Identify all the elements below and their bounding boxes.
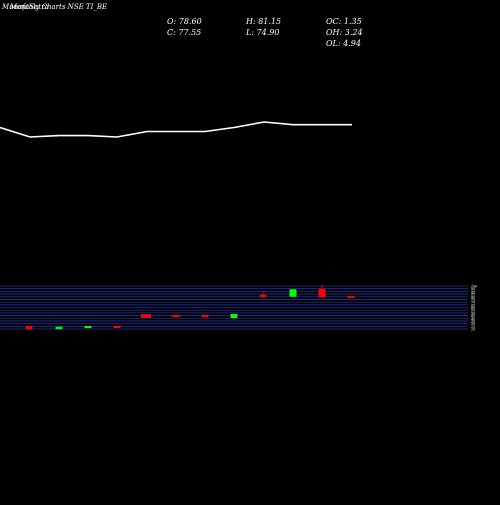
- axis-label: 50: [471, 311, 475, 315]
- axis-label: 25: [470, 325, 475, 329]
- price-line-group: [0, 121, 352, 138]
- candle: [172, 315, 180, 317]
- chart-title: Monthly Charts NSE TI_BE: [9, 3, 107, 11]
- candle: [347, 296, 355, 298]
- candle: [289, 289, 297, 297]
- ohlc-ol: OL: 4.94: [326, 39, 361, 48]
- axis-label: 85: [471, 293, 475, 297]
- axis-label: 95: [471, 287, 475, 291]
- candle: [201, 314, 209, 318]
- axis-label: 100: [471, 285, 477, 289]
- axis-label: 20: [470, 328, 475, 332]
- axis-label: 75: [471, 298, 475, 302]
- axis-label: 80: [471, 295, 475, 299]
- candles-group: [25, 284, 355, 330]
- candle: [55, 326, 63, 330]
- axis-label: 70: [471, 301, 475, 305]
- candle: [259, 294, 267, 298]
- candle: [230, 314, 238, 318]
- axis-label: 55: [471, 309, 475, 313]
- candle: [25, 326, 33, 330]
- brand-text: MunafaSutra: [1, 3, 49, 11]
- candle: [141, 314, 151, 318]
- axis-label: 45: [470, 314, 475, 318]
- ohlc-oc: OC: 1.35: [326, 17, 362, 26]
- ohlc-open: O: 78.60: [167, 17, 202, 26]
- candle: [318, 288, 326, 298]
- ohlc-low: L: 74.90: [245, 28, 279, 37]
- axis-label: 30: [471, 322, 475, 326]
- axis-label: 90: [471, 290, 475, 294]
- candle: [113, 326, 121, 328]
- ohlc-high: H: 81.15: [245, 17, 281, 26]
- ohlc-close: C: 77.55: [167, 28, 201, 37]
- candle: [84, 326, 92, 328]
- ohlc-oh: OH: 3.24: [326, 28, 363, 37]
- axis-label: 65: [471, 303, 475, 307]
- axis-label: 35: [471, 319, 475, 323]
- axis-label: 60: [471, 306, 475, 310]
- price-line: [0, 121, 352, 138]
- axis-label: 40: [470, 317, 475, 321]
